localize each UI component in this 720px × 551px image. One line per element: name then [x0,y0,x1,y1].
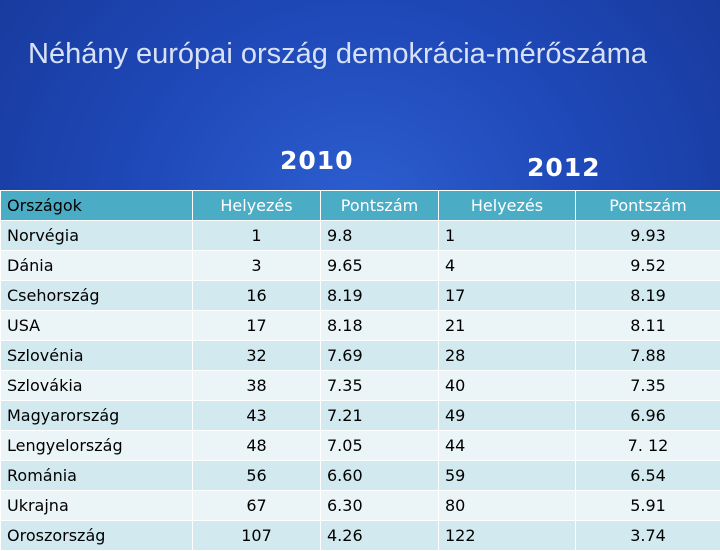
cell-rank-2010: 3 [193,251,321,281]
year-2012-label: 2012 [527,153,601,182]
cell-score-2010: 7.21 [321,401,439,431]
cell-rank-2012: 28 [439,341,576,371]
cell-score-2010: 7.69 [321,341,439,371]
cell-country: Szlovákia [1,371,193,401]
cell-rank-2012: 1 [439,221,576,251]
cell-score-2012: 9.52 [576,251,720,281]
header-countries: Országok [1,191,193,221]
cell-rank-2012: 40 [439,371,576,401]
cell-country: Oroszország [1,521,193,551]
header-score-2010: Pontszám [321,191,439,221]
cell-score-2012: 7.35 [576,371,720,401]
cell-rank-2010: 56 [193,461,321,491]
cell-score-2012: 5.91 [576,491,720,521]
cell-score-2010: 7.05 [321,431,439,461]
header-rank-2010: Helyezés [193,191,321,221]
header-score-2012: Pontszám [576,191,720,221]
cell-country: Ukrajna [1,491,193,521]
cell-rank-2010: 38 [193,371,321,401]
cell-country: Lengyelország [1,431,193,461]
cell-rank-2012: 80 [439,491,576,521]
cell-score-2012: 7. 12 [576,431,720,461]
cell-country: Norvégia [1,221,193,251]
cell-score-2010: 8.18 [321,311,439,341]
slide-title: Néhány európai ország demokrácia-mérőszá… [28,38,718,71]
cell-score-2012: 8.11 [576,311,720,341]
cell-country: Dánia [1,251,193,281]
cell-score-2010: 6.30 [321,491,439,521]
cell-rank-2012: 17 [439,281,576,311]
header-rank-2012: Helyezés [439,191,576,221]
cell-rank-2012: 44 [439,431,576,461]
cell-rank-2010: 67 [193,491,321,521]
cell-rank-2010: 48 [193,431,321,461]
cell-score-2010: 6.60 [321,461,439,491]
democracy-index-table: Országok Helyezés Pontszám Helyezés Pont… [0,190,720,551]
cell-score-2010: 9.8 [321,221,439,251]
cell-score-2012: 7.88 [576,341,720,371]
cell-country: USA [1,311,193,341]
table-header-row: Országok Helyezés Pontszám Helyezés Pont… [1,191,720,221]
cell-score-2010: 4.26 [321,521,439,551]
cell-rank-2012: 122 [439,521,576,551]
cell-score-2012: 3.74 [576,521,720,551]
cell-rank-2010: 1 [193,221,321,251]
cell-rank-2010: 107 [193,521,321,551]
cell-score-2012: 6.96 [576,401,720,431]
cell-score-2010: 9.65 [321,251,439,281]
cell-country: Románia [1,461,193,491]
cell-rank-2010: 16 [193,281,321,311]
cell-rank-2012: 59 [439,461,576,491]
cell-score-2012: 8.19 [576,281,720,311]
cell-rank-2010: 32 [193,341,321,371]
cell-rank-2012: 4 [439,251,576,281]
cell-rank-2012: 49 [439,401,576,431]
year-2010-label: 2010 [280,146,354,175]
cell-rank-2012: 21 [439,311,576,341]
cell-country: Csehország [1,281,193,311]
cell-score-2010: 7.35 [321,371,439,401]
cell-rank-2010: 17 [193,311,321,341]
cell-country: Szlovénia [1,341,193,371]
cell-score-2012: 6.54 [576,461,720,491]
cell-score-2012: 9.93 [576,221,720,251]
cell-score-2010: 8.19 [321,281,439,311]
cell-rank-2010: 43 [193,401,321,431]
cell-country: Magyarország [1,401,193,431]
